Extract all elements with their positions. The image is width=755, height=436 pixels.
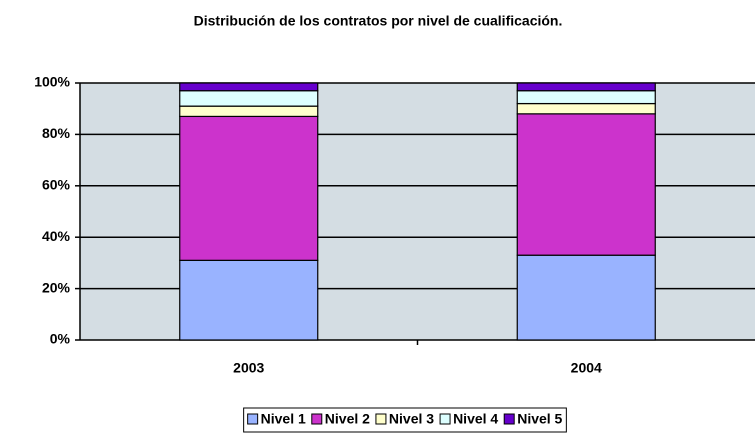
y-tick-label: 20% [42, 279, 71, 295]
legend-swatch [375, 413, 387, 425]
legend-label: Nivel 4 [453, 411, 498, 427]
legend-label: Nivel 1 [261, 411, 306, 427]
bar-segment [179, 82, 319, 92]
bar-segment [179, 259, 319, 341]
bar-segment [516, 102, 656, 115]
bar-segment [516, 254, 656, 341]
legend-swatch [247, 413, 259, 425]
y-tick-label: 60% [42, 177, 71, 193]
y-tick-label: 80% [42, 125, 71, 141]
bar-segment [516, 90, 656, 105]
y-tick-label: 40% [42, 228, 71, 244]
x-tick-label: 2004 [571, 360, 602, 376]
legend-label: Nivel 5 [517, 411, 562, 427]
bar-segment [179, 105, 319, 118]
bar-segment [179, 115, 319, 261]
y-tick-label: 100% [34, 74, 70, 90]
legend-swatch [311, 413, 323, 425]
bar-segment [516, 82, 656, 92]
bar-segment [179, 90, 319, 107]
legend-box [243, 407, 567, 433]
chart-title: Distribución de los contratos por nivel … [194, 13, 563, 29]
bar-segment [516, 113, 656, 256]
y-tick-label: 0% [50, 331, 71, 347]
legend-label: Nivel 3 [389, 411, 434, 427]
x-tick-label: 2003 [233, 360, 264, 376]
legend-label: Nivel 2 [325, 411, 370, 427]
legend-swatch [439, 413, 451, 425]
legend-swatch [503, 413, 515, 425]
